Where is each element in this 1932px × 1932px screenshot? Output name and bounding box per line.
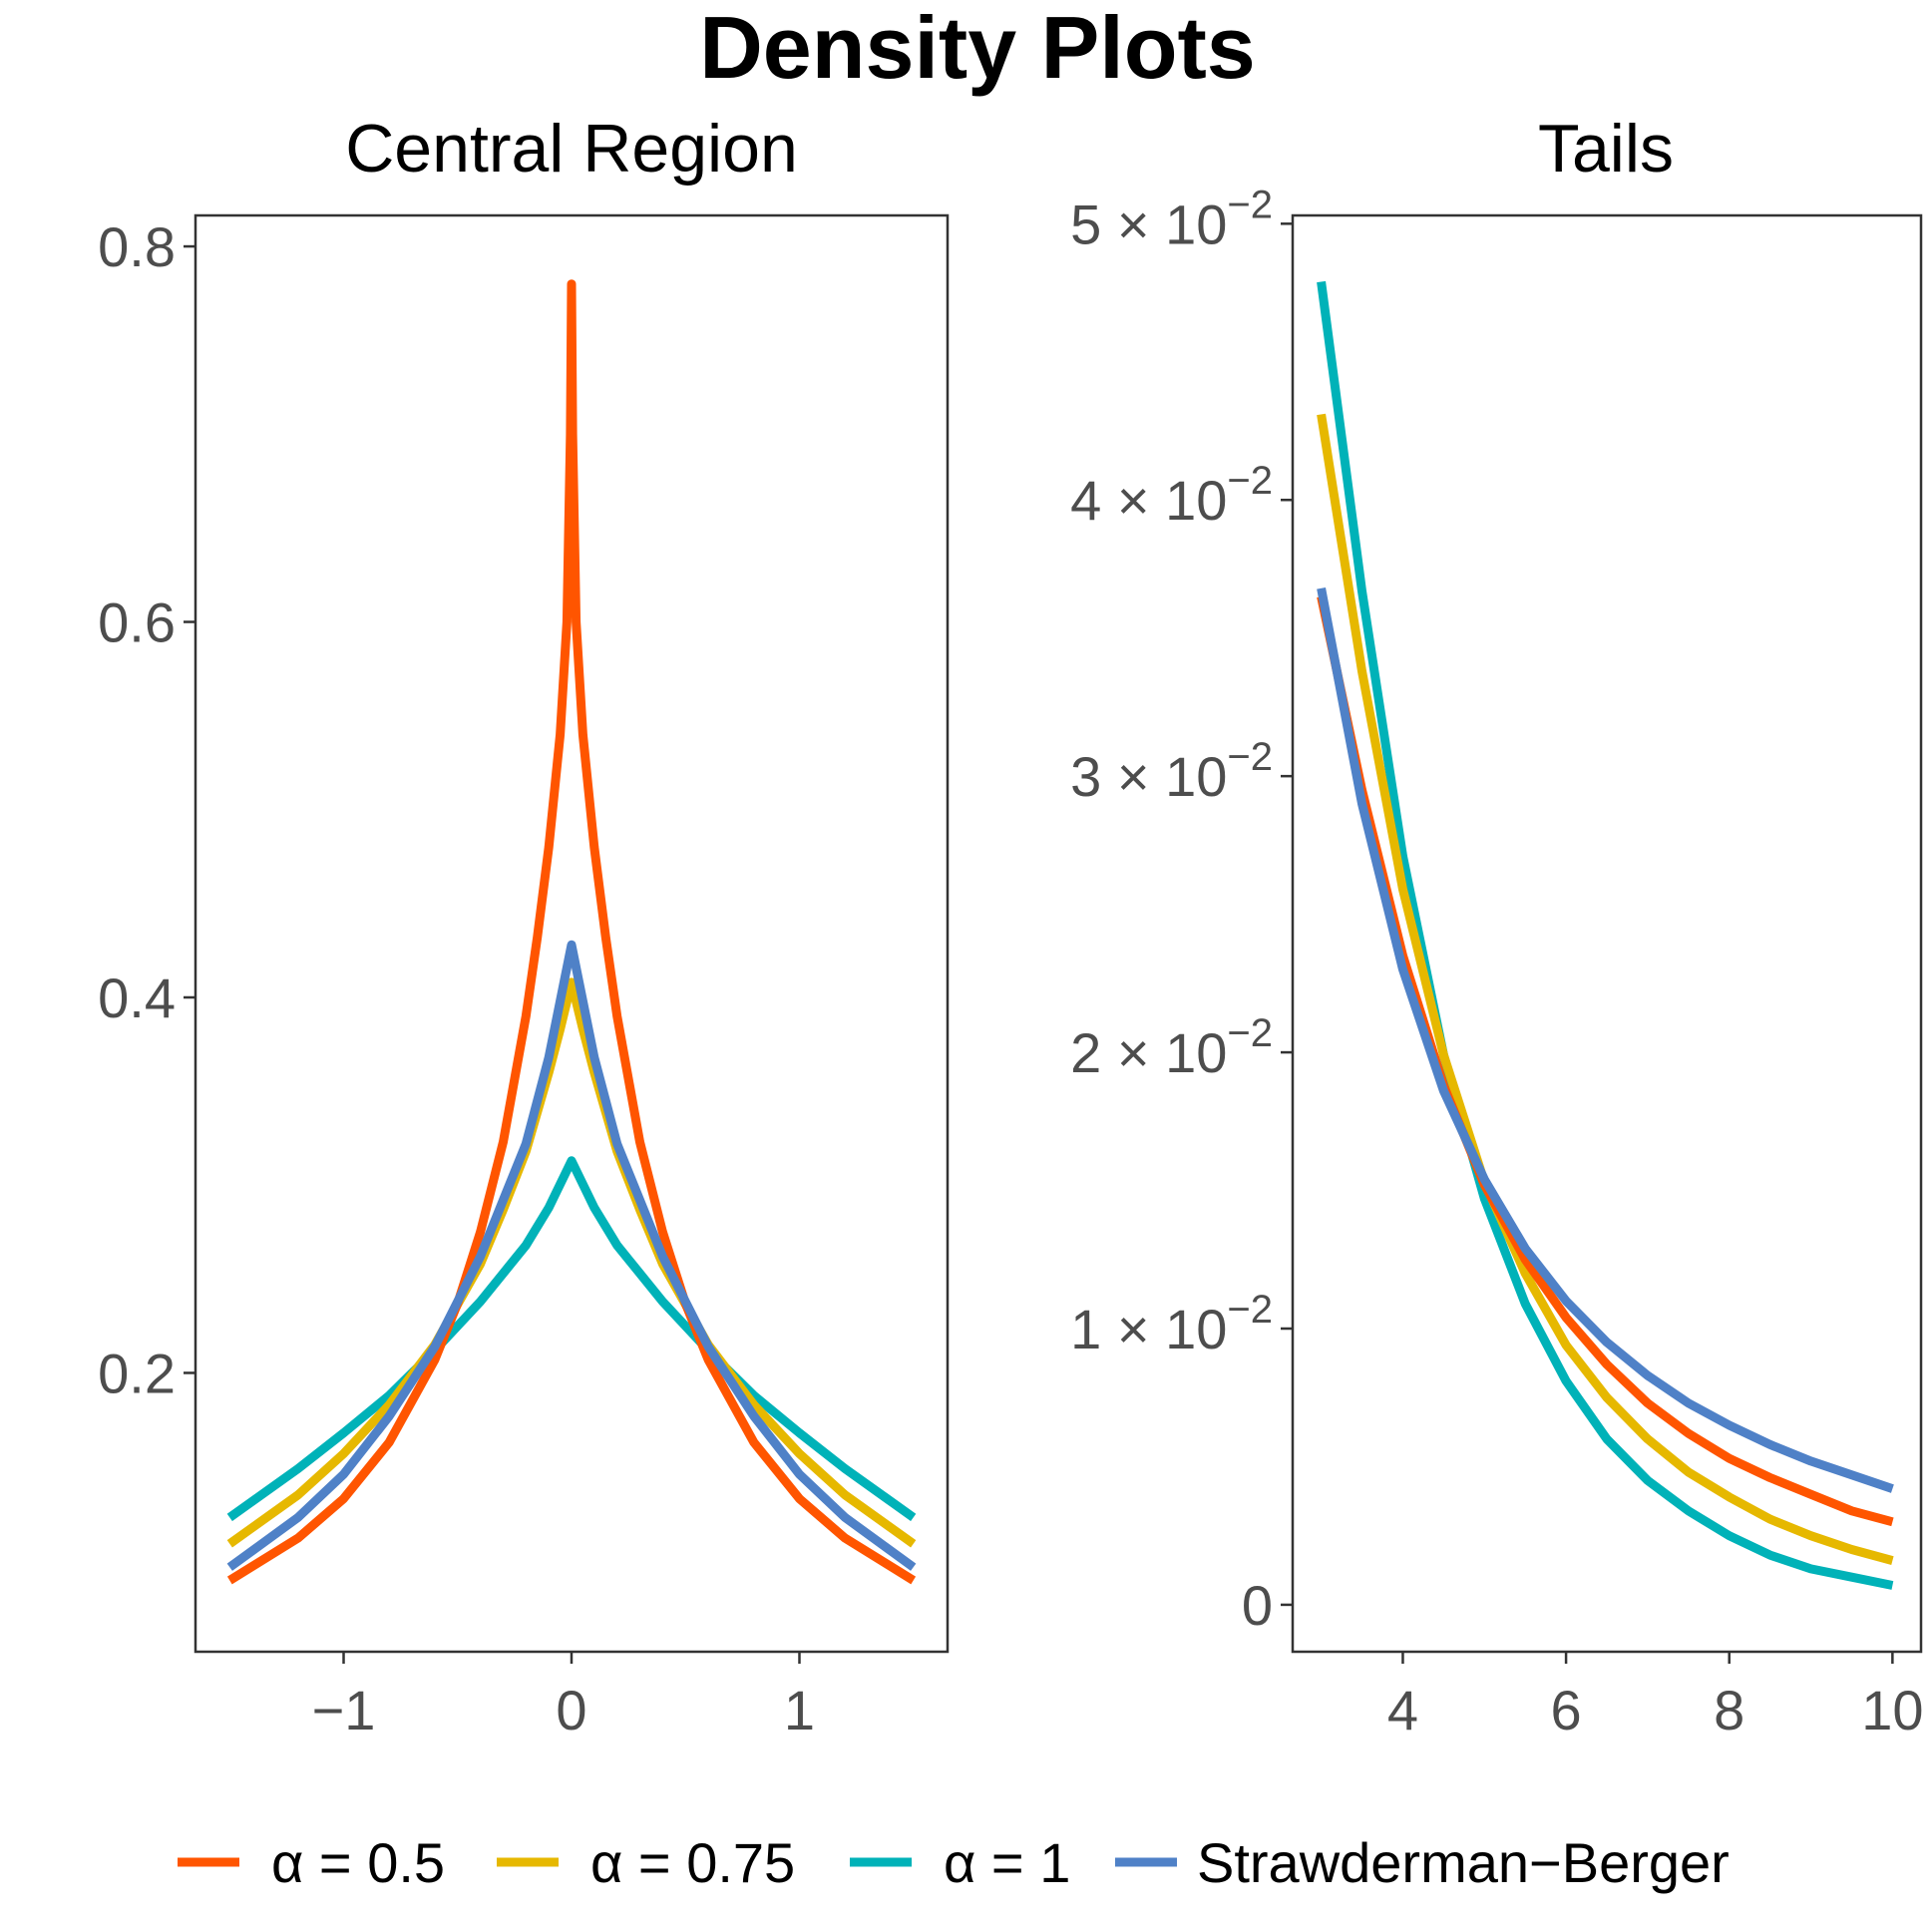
central-plot-frame	[193, 213, 950, 1654]
y-tick-label: 0.6	[98, 591, 176, 654]
x-tick-label: 4	[1387, 1679, 1418, 1741]
legend: α = 0.5 α = 0.75 α = 1 Strawderman−Berger	[178, 1831, 1730, 1894]
x-tick-label: −1	[312, 1679, 376, 1741]
legend-label-sb: Strawderman−Berger	[1197, 1831, 1730, 1894]
y-tick-label: 1 × 10−2	[1070, 1288, 1273, 1360]
series-line-a05	[1317, 595, 1894, 1527]
legend-label-a075: α = 0.75	[590, 1831, 795, 1894]
y-tick-label: 5 × 10−2	[1070, 183, 1273, 255]
series-line-a1	[226, 1156, 917, 1522]
central-y-axis: 0.2 0.4 0.6 0.8	[98, 215, 195, 1404]
central-x-axis: −1 0 1	[312, 1652, 815, 1741]
tails-panel: Tails 0 1 × 10−2 2 × 10−2 3 × 10−2 4 × 10−2 5…	[1070, 111, 1923, 1741]
x-tick-label: 1	[784, 1679, 815, 1741]
central-region-panel: Central Region 0.2 0.4 0.6 0.8 −1 0 1	[98, 111, 950, 1741]
figure-title: Density Plots	[699, 0, 1255, 97]
series-line-a05	[226, 279, 917, 1585]
y-tick-label: 3 × 10−2	[1070, 735, 1273, 808]
x-tick-label: 6	[1551, 1679, 1582, 1741]
central-curves	[226, 279, 917, 1585]
x-tick-label: 0	[556, 1679, 586, 1741]
y-tick-label: 0.2	[98, 1342, 176, 1404]
series-line-a075	[1317, 413, 1894, 1565]
y-tick-label: 0.4	[98, 966, 176, 1029]
central-region-title: Central Region	[345, 111, 798, 187]
tails-title: Tails	[1538, 111, 1674, 187]
y-tick-label: 0.8	[98, 215, 176, 278]
tails-plot-frame	[1291, 213, 1923, 1654]
series-line-a075	[226, 977, 917, 1548]
legend-label-a05: α = 0.5	[271, 1831, 445, 1894]
tails-curves	[1317, 280, 1894, 1590]
series-line-sb	[1317, 586, 1894, 1493]
tails-x-axis: 4 6 8 10	[1387, 1652, 1924, 1741]
tails-y-axis: 0 1 × 10−2 2 × 10−2 3 × 10−2 4 × 10−2 5 × 10−…	[1070, 183, 1293, 1637]
y-tick-label: 2 × 10−2	[1070, 1011, 1273, 1084]
x-tick-label: 10	[1861, 1679, 1923, 1741]
y-tick-label: 0	[1242, 1574, 1273, 1637]
series-line-a1	[1317, 280, 1894, 1590]
series-line-sb	[226, 940, 917, 1571]
legend-label-a1: α = 1	[944, 1831, 1070, 1894]
y-tick-label: 4 × 10−2	[1070, 459, 1273, 532]
x-tick-label: 8	[1714, 1679, 1744, 1741]
